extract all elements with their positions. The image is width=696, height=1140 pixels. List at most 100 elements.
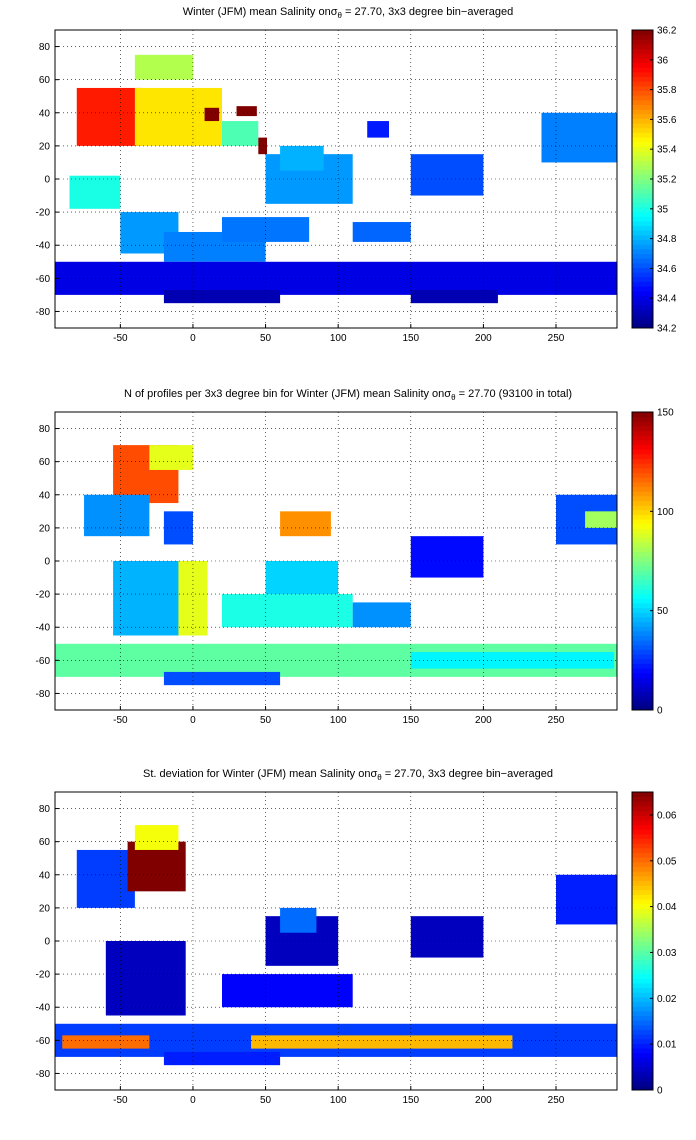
data-cell — [352, 602, 411, 628]
colorbar-segment — [632, 449, 653, 455]
x-tick-label: 250 — [548, 715, 565, 726]
colorbar-segment — [632, 663, 653, 669]
colorbar-segment — [632, 220, 653, 227]
x-tick-label: -50 — [113, 333, 128, 344]
colorbar-segment — [632, 132, 653, 138]
colorbar-segment — [632, 598, 653, 604]
colorbar-segment — [632, 267, 653, 273]
data-cell — [222, 594, 353, 628]
colorbar-segment — [632, 1010, 653, 1016]
colorbar-segment — [632, 959, 653, 965]
colorbar-segment — [632, 234, 653, 241]
x-tick-label: 100 — [330, 1095, 347, 1106]
colorbar-segment — [632, 908, 653, 914]
data-cell — [265, 561, 339, 595]
colorbar-segment — [632, 852, 653, 858]
colorbar-segment — [632, 1006, 653, 1012]
colorbar-segment — [632, 262, 653, 268]
data-cell — [222, 974, 353, 1008]
colorbar-segment — [632, 1024, 653, 1030]
colorbar-segment — [632, 104, 653, 110]
profile-count-map-chart: -50 0 50 100 150 200 250 -80 -60 -40 -20 0 20 40 60 80 0… — [36, 408, 675, 727]
colorbar-segment — [632, 1029, 653, 1035]
data-cell — [352, 222, 411, 242]
colorbar-segment — [632, 495, 653, 501]
colorbar-segment — [632, 1057, 653, 1063]
colorbar-segment — [632, 309, 653, 315]
std-deviation-title: St. deviation for Winter (JFM) mean Sali… — [143, 768, 553, 783]
colorbar-segment — [632, 290, 653, 296]
y-tick-label: 40 — [39, 870, 51, 881]
colorbar-segment — [632, 295, 653, 301]
colorbar-segment — [632, 588, 653, 595]
colorbar-segment — [632, 978, 653, 984]
colorbar-segment — [632, 1085, 653, 1091]
colorbar-segment — [632, 62, 653, 68]
colorbar-segment — [632, 509, 653, 515]
colorbar-segment — [632, 477, 653, 483]
colorbar-segment — [632, 505, 653, 511]
colorbar-segment — [632, 118, 653, 124]
colorbar-segment — [632, 67, 653, 73]
colorbar-segment — [632, 230, 653, 236]
colorbar-segment — [632, 875, 653, 881]
x-tick-label: -50 — [113, 715, 128, 726]
colorbar-segment — [632, 188, 653, 194]
data-cell — [585, 511, 617, 528]
colorbar-segment — [632, 197, 653, 203]
colorbar-segment — [632, 304, 653, 310]
colorbar-segment — [632, 616, 653, 623]
y-tick-label: -40 — [36, 1003, 51, 1014]
colorbar-segment — [632, 1062, 653, 1068]
colorbar-segment — [632, 174, 653, 180]
colorbar-segment — [632, 903, 653, 909]
colorbar-segment — [632, 300, 653, 306]
colorbar-segment — [632, 467, 653, 474]
colorbar-segment — [632, 992, 653, 998]
colorbar-segment — [632, 127, 653, 133]
colorbar-segment — [632, 491, 653, 497]
colorbar-segment — [632, 843, 653, 849]
colorbar-segment — [632, 621, 653, 627]
data-cell — [178, 561, 208, 636]
colorbar-segment — [632, 866, 653, 872]
colorbar-segment — [632, 48, 653, 54]
colorbar-segment — [632, 829, 653, 835]
colorbar-segment — [632, 931, 653, 937]
colorbar-segment — [632, 141, 653, 147]
colorbar-segment — [632, 593, 653, 599]
colorbar-segment — [632, 700, 653, 706]
x-tick-label: 100 — [330, 715, 347, 726]
colorbar-segment — [632, 857, 653, 863]
colorbar-tick-label: 34.4 — [657, 294, 677, 305]
colorbar-segment — [632, 514, 653, 520]
colorbar-segment — [632, 792, 653, 798]
colorbar-segment — [632, 885, 653, 891]
y-tick-label: -20 — [36, 970, 51, 981]
colorbar-tick-label: 35.4 — [657, 145, 677, 156]
colorbar-segment — [632, 696, 653, 702]
colorbar-segment — [632, 630, 653, 636]
y-tick-label: -60 — [36, 274, 51, 285]
data-cell — [410, 289, 498, 304]
x-tick-label: -50 — [113, 1095, 128, 1106]
data-cell — [163, 671, 281, 686]
colorbar-segment — [632, 691, 653, 697]
colorbar-segment — [632, 43, 653, 50]
colorbar-segment — [632, 602, 653, 609]
colorbar-segment — [632, 899, 653, 905]
panel-salinity: Winter (JFM) mean Salinity onσθ = 27.70,… — [0, 0, 696, 380]
y-tick-label: -40 — [36, 241, 51, 252]
colorbar-segment — [632, 964, 653, 970]
colorbar-segment — [632, 179, 653, 185]
colorbar-segment — [632, 805, 653, 812]
colorbar-segment — [632, 922, 653, 928]
colorbar-segment — [632, 39, 653, 45]
colorbar-segment — [632, 146, 653, 152]
colorbar-segment — [632, 137, 653, 143]
colorbar-segment — [632, 90, 653, 96]
colorbar-segment — [632, 123, 653, 129]
colorbar-segment — [632, 30, 653, 36]
data-cell — [127, 841, 186, 892]
colorbar-segment — [632, 85, 653, 92]
